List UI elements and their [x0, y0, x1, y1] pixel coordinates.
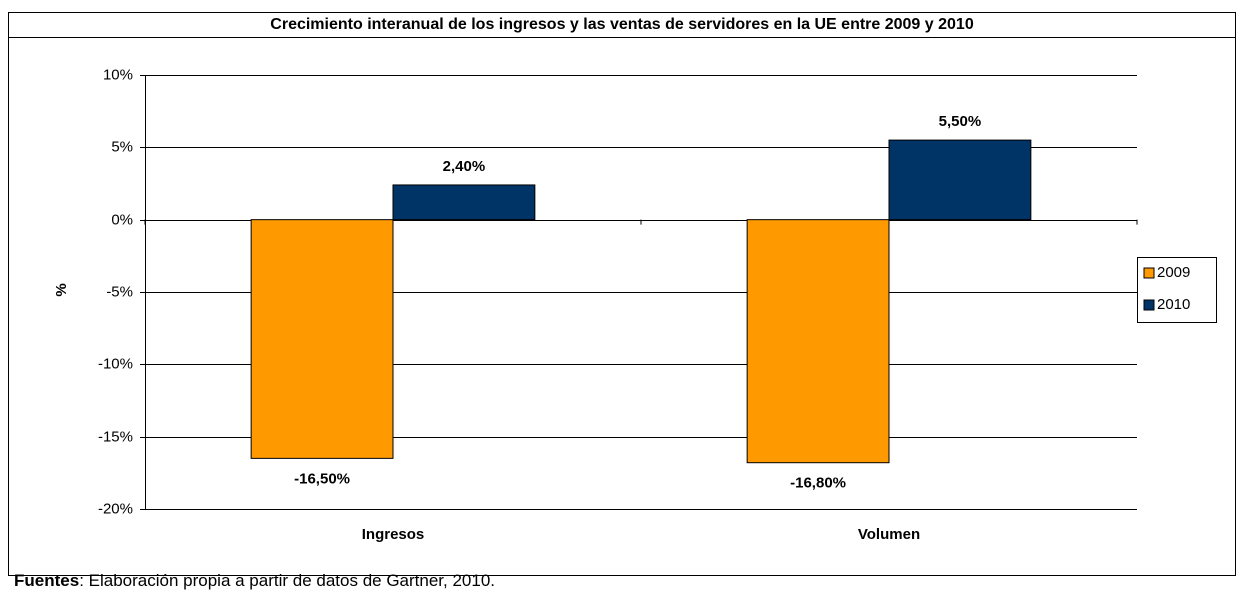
y-tick-label: 10%	[103, 66, 133, 83]
chart-title: Crecimiento interanual de los ingresos y…	[270, 16, 974, 33]
bar	[392, 184, 536, 221]
y-tick-label: 5%	[111, 138, 133, 155]
x-tick-label: Volumen	[858, 526, 920, 543]
data-label: 5,50%	[939, 113, 982, 130]
bar	[888, 139, 1032, 221]
footer-label: Fuentes	[14, 571, 79, 590]
data-label: 2,40%	[443, 158, 486, 175]
bar	[250, 219, 394, 459]
legend-swatch	[1143, 267, 1155, 279]
frame	[8, 12, 1236, 576]
bar	[746, 219, 890, 464]
x-tick-label: Ingresos	[362, 526, 425, 543]
y-tick-label: -20%	[98, 500, 133, 517]
y-tick-label: -5%	[106, 283, 133, 300]
y-tick-label: 0%	[111, 211, 133, 228]
footer-text: : Elaboración propia a partir de datos d…	[79, 571, 495, 590]
legend-label: 2010	[1157, 296, 1190, 313]
footer: Fuentes: Elaboración propia a partir de …	[14, 571, 495, 590]
legend-box	[1137, 257, 1217, 323]
data-label: -16,80%	[790, 475, 846, 492]
legend-label: 2009	[1157, 264, 1190, 281]
data-label: -16,50%	[294, 470, 350, 487]
y-axis-label: %	[53, 283, 70, 296]
legend-swatch	[1143, 299, 1155, 311]
y-tick-label: -10%	[98, 355, 133, 372]
y-tick-label: -15%	[98, 428, 133, 445]
